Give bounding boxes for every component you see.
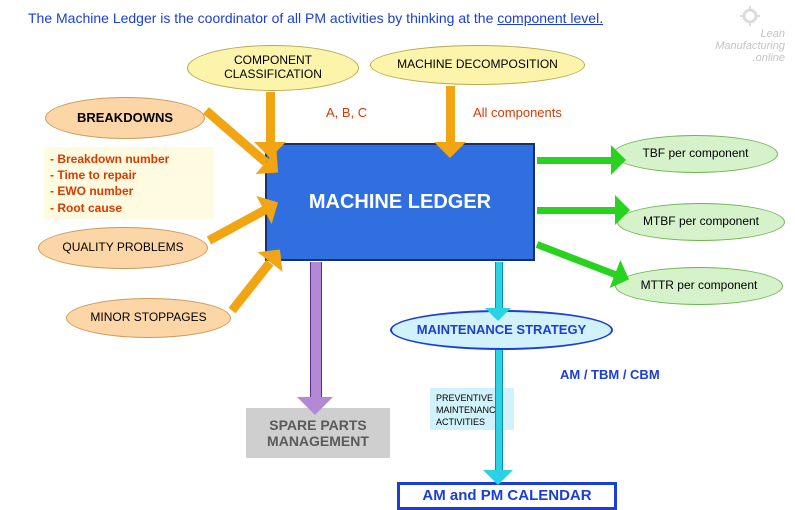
node-component-classification: COMPONENT CLASSIFICATION <box>187 45 359 91</box>
watermark-l2: Manufacturing <box>715 40 785 52</box>
gear-icon <box>737 6 763 26</box>
watermark: Lean Manufacturing .online <box>715 6 785 64</box>
node-machine-decomp: MACHINE DECOMPOSITION <box>370 45 585 85</box>
node-mtbf: MTBF per component <box>617 203 785 241</box>
text-am-tbm-cbm: AM / TBM / CBM <box>560 367 660 382</box>
node-minor-stoppages: MINOR STOPPAGES <box>66 298 231 338</box>
text-abc: A, B, C <box>326 105 367 120</box>
node-spare-parts: SPARE PARTS MANAGEMENT <box>246 408 390 458</box>
title-underlined: component level. <box>497 10 603 26</box>
watermark-l1: Lean <box>761 28 785 40</box>
node-am-pm-calendar: AM and PM CALENDAR <box>397 482 617 510</box>
node-tbf: TBF per component <box>613 135 778 173</box>
text-all-components: All components <box>473 105 562 120</box>
node-breakdowns: BREAKDOWNS <box>45 97 205 139</box>
text-breakdown-list: - Breakdown number- Time to repair- EWO … <box>44 147 214 219</box>
node-quality-problems: QUALITY PROBLEMS <box>38 227 208 269</box>
watermark-l3: .online <box>753 52 785 64</box>
node-mttr: MTTR per component <box>615 267 783 305</box>
title-pre: The Machine Ledger is the coordinator of… <box>28 10 497 26</box>
node-machine-ledger: MACHINE LEDGER <box>265 143 535 261</box>
page-title: The Machine Ledger is the coordinator of… <box>28 10 603 26</box>
